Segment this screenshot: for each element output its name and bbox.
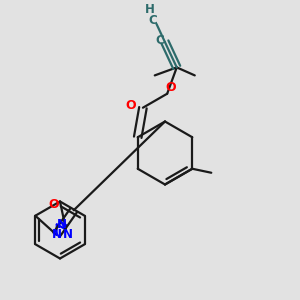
Text: N: N <box>52 228 61 241</box>
Text: C: C <box>148 14 157 27</box>
Text: O: O <box>48 198 59 211</box>
Text: N: N <box>57 218 67 231</box>
Text: C: C <box>155 34 164 46</box>
Text: O: O <box>126 99 136 112</box>
Text: N: N <box>63 228 73 241</box>
Text: O: O <box>166 81 176 94</box>
Text: H: H <box>145 3 154 16</box>
